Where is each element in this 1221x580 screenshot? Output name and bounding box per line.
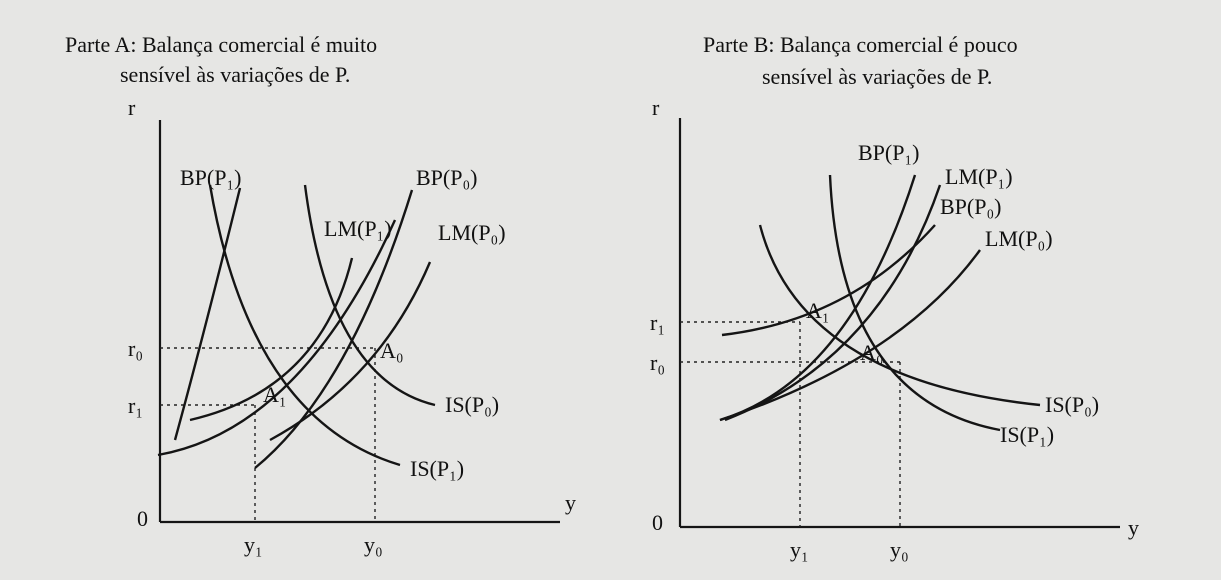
axis-label: y	[565, 490, 576, 515]
tick-label: r₁	[650, 310, 665, 335]
curve	[173, 187, 242, 441]
title-line: sensível às variações de P.	[762, 64, 992, 89]
tick-label: y₁	[790, 537, 809, 562]
curve-label: IS(P₁)	[410, 456, 464, 481]
curve	[721, 224, 936, 337]
curve	[724, 184, 942, 422]
curve	[269, 261, 432, 442]
point-label: A₀	[860, 340, 884, 365]
curve-label: BP(P₁)	[180, 165, 241, 190]
curve	[189, 257, 354, 422]
curve	[303, 184, 436, 407]
title-line: Parte A: Balança comercial é muito	[65, 32, 377, 57]
part-b: Parte B: Balança comercial é pouco sensí…	[650, 32, 1139, 562]
tick-label: r₀	[650, 350, 665, 375]
curve-label: BP(P₁)	[858, 140, 919, 165]
axis-label: r	[128, 95, 136, 120]
title-line: Parte B: Balança comercial é pouco	[703, 32, 1018, 57]
point-label: A₀	[380, 338, 404, 363]
tick-label: r₁	[128, 393, 143, 418]
origin-label: 0	[652, 510, 663, 535]
axis-label: r	[652, 95, 660, 120]
curve	[758, 224, 1041, 407]
curve-label: IS(P₁)	[1000, 422, 1054, 447]
point-label: A₁	[263, 382, 287, 407]
tick-label: y₁	[244, 532, 263, 557]
tick-label: r₀	[128, 336, 143, 361]
curve	[828, 174, 1001, 432]
curve	[254, 189, 414, 469]
title-line: sensível às variações de P.	[120, 62, 350, 87]
curve	[157, 219, 397, 457]
curve	[208, 184, 401, 467]
curve-label: LM(P₀)	[438, 220, 506, 245]
axis-label: y	[1128, 515, 1139, 540]
tick-label: y₀	[364, 532, 383, 557]
curve-label: LM(P₀)	[985, 226, 1053, 251]
curve-label: LM(P₁)	[324, 216, 392, 241]
tick-label: y₀	[890, 537, 909, 562]
curve-label: BP(P₀)	[940, 194, 1001, 219]
origin-label: 0	[137, 506, 148, 531]
curve-label: LM(P₁)	[945, 164, 1013, 189]
curve-label: IS(P₀)	[1045, 392, 1099, 417]
curve-label: BP(P₀)	[416, 165, 477, 190]
part-a: Parte A: Balança comercial é muito sensí…	[65, 32, 576, 557]
point-label: A₁	[806, 298, 830, 323]
curve-label: IS(P₀)	[445, 392, 499, 417]
